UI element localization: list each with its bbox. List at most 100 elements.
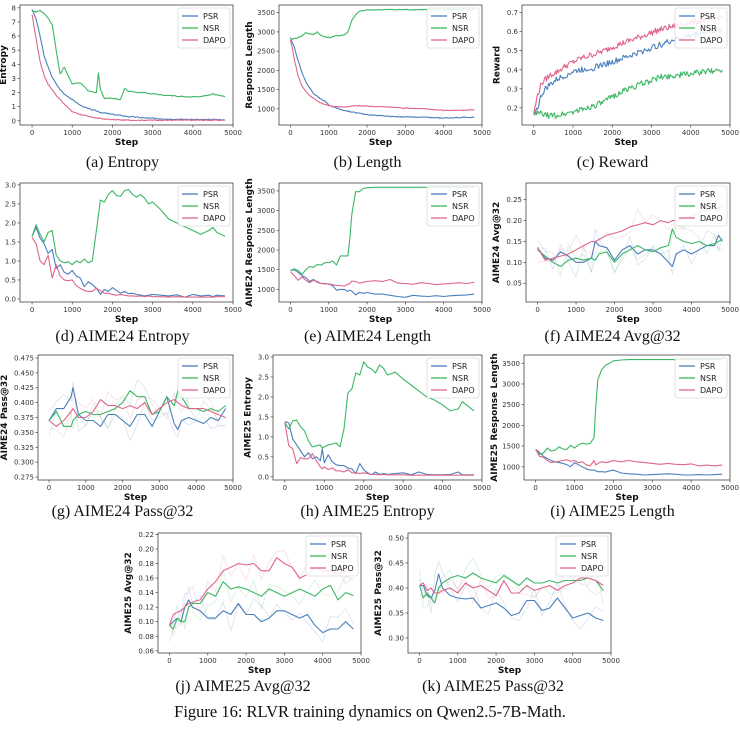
y-tick-label: 0.22: [138, 531, 154, 539]
x-tick-label: 1000: [315, 484, 333, 492]
x-tick-label: 3000: [394, 484, 412, 492]
legend-label-nsr: NSR: [452, 202, 469, 211]
y-axis-label: AIME25 Avg@32: [124, 552, 134, 634]
series-line-nsr: [533, 67, 723, 119]
y-tick-label: 0.0: [5, 295, 16, 303]
x-tick-label: 1000: [566, 484, 584, 492]
y-tick-label: 1500: [502, 443, 520, 451]
y-tick-label: 0.325: [14, 444, 34, 452]
y-tick-label: 3500: [257, 187, 275, 195]
series-line-nsr: [169, 581, 354, 630]
legend-label-psr: PSR: [203, 12, 219, 21]
series-line-dapo: [289, 39, 475, 112]
y-tick-label: 0.275: [14, 474, 34, 482]
x-tick-label: 0: [417, 657, 421, 665]
legend: PSR NSR DAPO: [305, 535, 359, 577]
y-axis-label: AIME24 Pass@32: [0, 375, 10, 461]
chart-svg-c: 0 1000 2000 3000 4000 5000 0.2 0.3 0.4 0.5 0.6 0.7 S…: [492, 4, 739, 148]
x-tick-label: 3000: [525, 657, 543, 665]
figure-caption: Figure 16: RLVR training dynamics on Qwe…: [174, 702, 566, 721]
y-tick-label: 0.3: [507, 85, 518, 93]
legend-label-psr: PSR: [331, 540, 347, 549]
legend: PSR NSR DAPO: [674, 7, 728, 49]
x-tick-label: 2000: [114, 484, 132, 492]
y-tick-label: 3.0: [258, 353, 269, 361]
legend-label-dapo: DAPO: [700, 36, 723, 45]
x-tick-label: 3000: [151, 484, 169, 492]
y-tick-label: 2.5: [258, 373, 269, 381]
legend: PSR NSR DAPO: [555, 535, 609, 577]
legend-label-dapo: DAPO: [203, 386, 226, 395]
x-axis-label: Step: [366, 493, 390, 503]
legend-label-psr: PSR: [203, 362, 219, 371]
legend-label-nsr: NSR: [452, 24, 469, 33]
legend-box: [177, 7, 231, 49]
x-tick-label: 5000: [473, 484, 491, 492]
x-tick-label: 5000: [473, 306, 491, 314]
caption-e: (e) AIME24 Length: [303, 328, 432, 345]
x-tick-label: 1000: [320, 306, 338, 314]
y-tick-label: 0.30: [388, 635, 404, 643]
y-tick-label: 0.375: [14, 414, 34, 422]
caption-b: (b) Length: [333, 154, 402, 171]
series-line-psr: [419, 573, 604, 622]
x-tick-label: 5000: [224, 306, 242, 314]
x-tick-label: 1000: [564, 129, 582, 137]
caption-i: (i) AIME25 Length: [550, 503, 675, 520]
chart-panel-b: 0 1000 2000 3000 4000 5000 1000 1500 2000 2500 300…: [245, 0, 491, 148]
chart-svg-f: 0 1000 2000 3000 4000 5000 0.05 0.10 0.15 0.20 0.2…: [492, 182, 739, 325]
x-tick-label: 3000: [643, 129, 661, 137]
x-tick-label: 5000: [721, 129, 739, 137]
chart-panel-h: 0 1000 2000 3000 4000 5000 0.0 0.5 1.0 1.5 2.0 2.5 3…: [243, 350, 491, 503]
x-tick-label: 0: [533, 484, 537, 492]
legend: PSR NSR DAPO: [177, 185, 231, 227]
x-tick-label: 2000: [104, 129, 122, 137]
x-axis-label: Step: [115, 315, 139, 325]
y-axis-label: AIME25 Pass@32: [374, 550, 384, 636]
plot-area: [537, 193, 723, 279]
x-tick-label: 1000: [567, 306, 585, 314]
legend-label-nsr: NSR: [203, 24, 220, 33]
raw-line-nsr: [169, 569, 354, 637]
legend-label-nsr: NSR: [203, 202, 220, 211]
y-tick-label: 0.475: [14, 354, 34, 362]
chart-panel-i: 0 1000 2000 3000 4000 5000 1000 1500 2000 2500 300…: [490, 350, 739, 503]
legend-box: [426, 357, 480, 399]
chart-svg-k: 0 1000 2000 3000 4000 5000 0.30 0.35 0.40 0.45 0.5…: [374, 532, 620, 676]
y-tick-label: 0.0: [258, 473, 269, 481]
series-line-dapo: [535, 449, 723, 467]
legend-box: [426, 7, 480, 49]
x-tick-label: 2000: [487, 657, 505, 665]
legend: PSR NSR DAPO: [426, 357, 480, 399]
chart-svg-d: 0 1000 2000 3000 4000 5000 0.0 0.5 1.0 1.5 2.0 2.5 3…: [0, 181, 242, 325]
y-axis-label: Reward: [492, 46, 502, 84]
legend-label-nsr: NSR: [700, 374, 717, 383]
legend: PSR NSR DAPO: [674, 357, 728, 399]
series-line-dapo: [290, 271, 475, 287]
chart-svg-g: 0 1000 2000 3000 4000 5000 0.275 0.300 0.325 0.35…: [0, 354, 242, 503]
y-tick-label: 3000: [502, 380, 520, 388]
series-line-psr: [284, 421, 475, 476]
x-tick-label: 5000: [721, 306, 739, 314]
caption-a: (a) Entropy: [85, 154, 160, 171]
y-axis-label: AIME24 Response Length: [245, 178, 255, 307]
x-tick-label: 0: [167, 657, 171, 665]
x-tick-label: 4000: [682, 129, 700, 137]
legend-label-nsr: NSR: [203, 374, 220, 383]
chart-panel-g: 0 1000 2000 3000 4000 5000 0.275 0.300 0.325 0.35…: [0, 350, 245, 503]
x-tick-label: 3000: [644, 306, 662, 314]
y-tick-label: 2000: [257, 246, 275, 254]
x-axis-label: Step: [248, 666, 272, 676]
y-tick-label: 0.08: [138, 633, 154, 641]
x-tick-label: 4000: [314, 657, 332, 665]
x-tick-label: 1000: [199, 657, 217, 665]
legend: PSR NSR DAPO: [674, 185, 728, 227]
x-tick-label: 4000: [683, 306, 701, 314]
x-tick-label: 5000: [473, 129, 491, 137]
y-tick-label: 0.10: [138, 618, 154, 626]
x-tick-label: 0: [30, 306, 34, 314]
x-tick-label: 2000: [104, 306, 122, 314]
y-tick-label: 8: [12, 4, 16, 12]
legend-box: [177, 185, 231, 227]
legend-box: [305, 535, 359, 577]
